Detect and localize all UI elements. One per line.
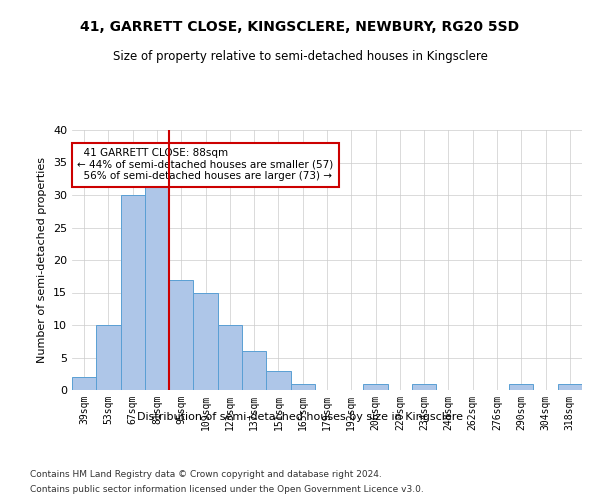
Bar bbox=[266, 370, 290, 390]
Text: 41 GARRETT CLOSE: 88sqm
← 44% of semi-detached houses are smaller (57)
  56% of : 41 GARRETT CLOSE: 88sqm ← 44% of semi-de… bbox=[77, 148, 334, 182]
Bar bbox=[121, 195, 145, 390]
Text: Contains HM Land Registry data © Crown copyright and database right 2024.: Contains HM Land Registry data © Crown c… bbox=[30, 470, 382, 479]
Bar bbox=[169, 280, 193, 390]
Bar bbox=[364, 384, 388, 390]
Text: 41, GARRETT CLOSE, KINGSCLERE, NEWBURY, RG20 5SD: 41, GARRETT CLOSE, KINGSCLERE, NEWBURY, … bbox=[80, 20, 520, 34]
Text: Distribution of semi-detached houses by size in Kingsclere: Distribution of semi-detached houses by … bbox=[137, 412, 463, 422]
Bar bbox=[412, 384, 436, 390]
Y-axis label: Number of semi-detached properties: Number of semi-detached properties bbox=[37, 157, 47, 363]
Bar bbox=[193, 292, 218, 390]
Bar bbox=[558, 384, 582, 390]
Bar bbox=[290, 384, 315, 390]
Bar bbox=[242, 351, 266, 390]
Bar bbox=[145, 176, 169, 390]
Bar bbox=[218, 325, 242, 390]
Text: Contains public sector information licensed under the Open Government Licence v3: Contains public sector information licen… bbox=[30, 485, 424, 494]
Bar bbox=[96, 325, 121, 390]
Text: Size of property relative to semi-detached houses in Kingsclere: Size of property relative to semi-detach… bbox=[113, 50, 487, 63]
Bar bbox=[509, 384, 533, 390]
Bar bbox=[72, 377, 96, 390]
